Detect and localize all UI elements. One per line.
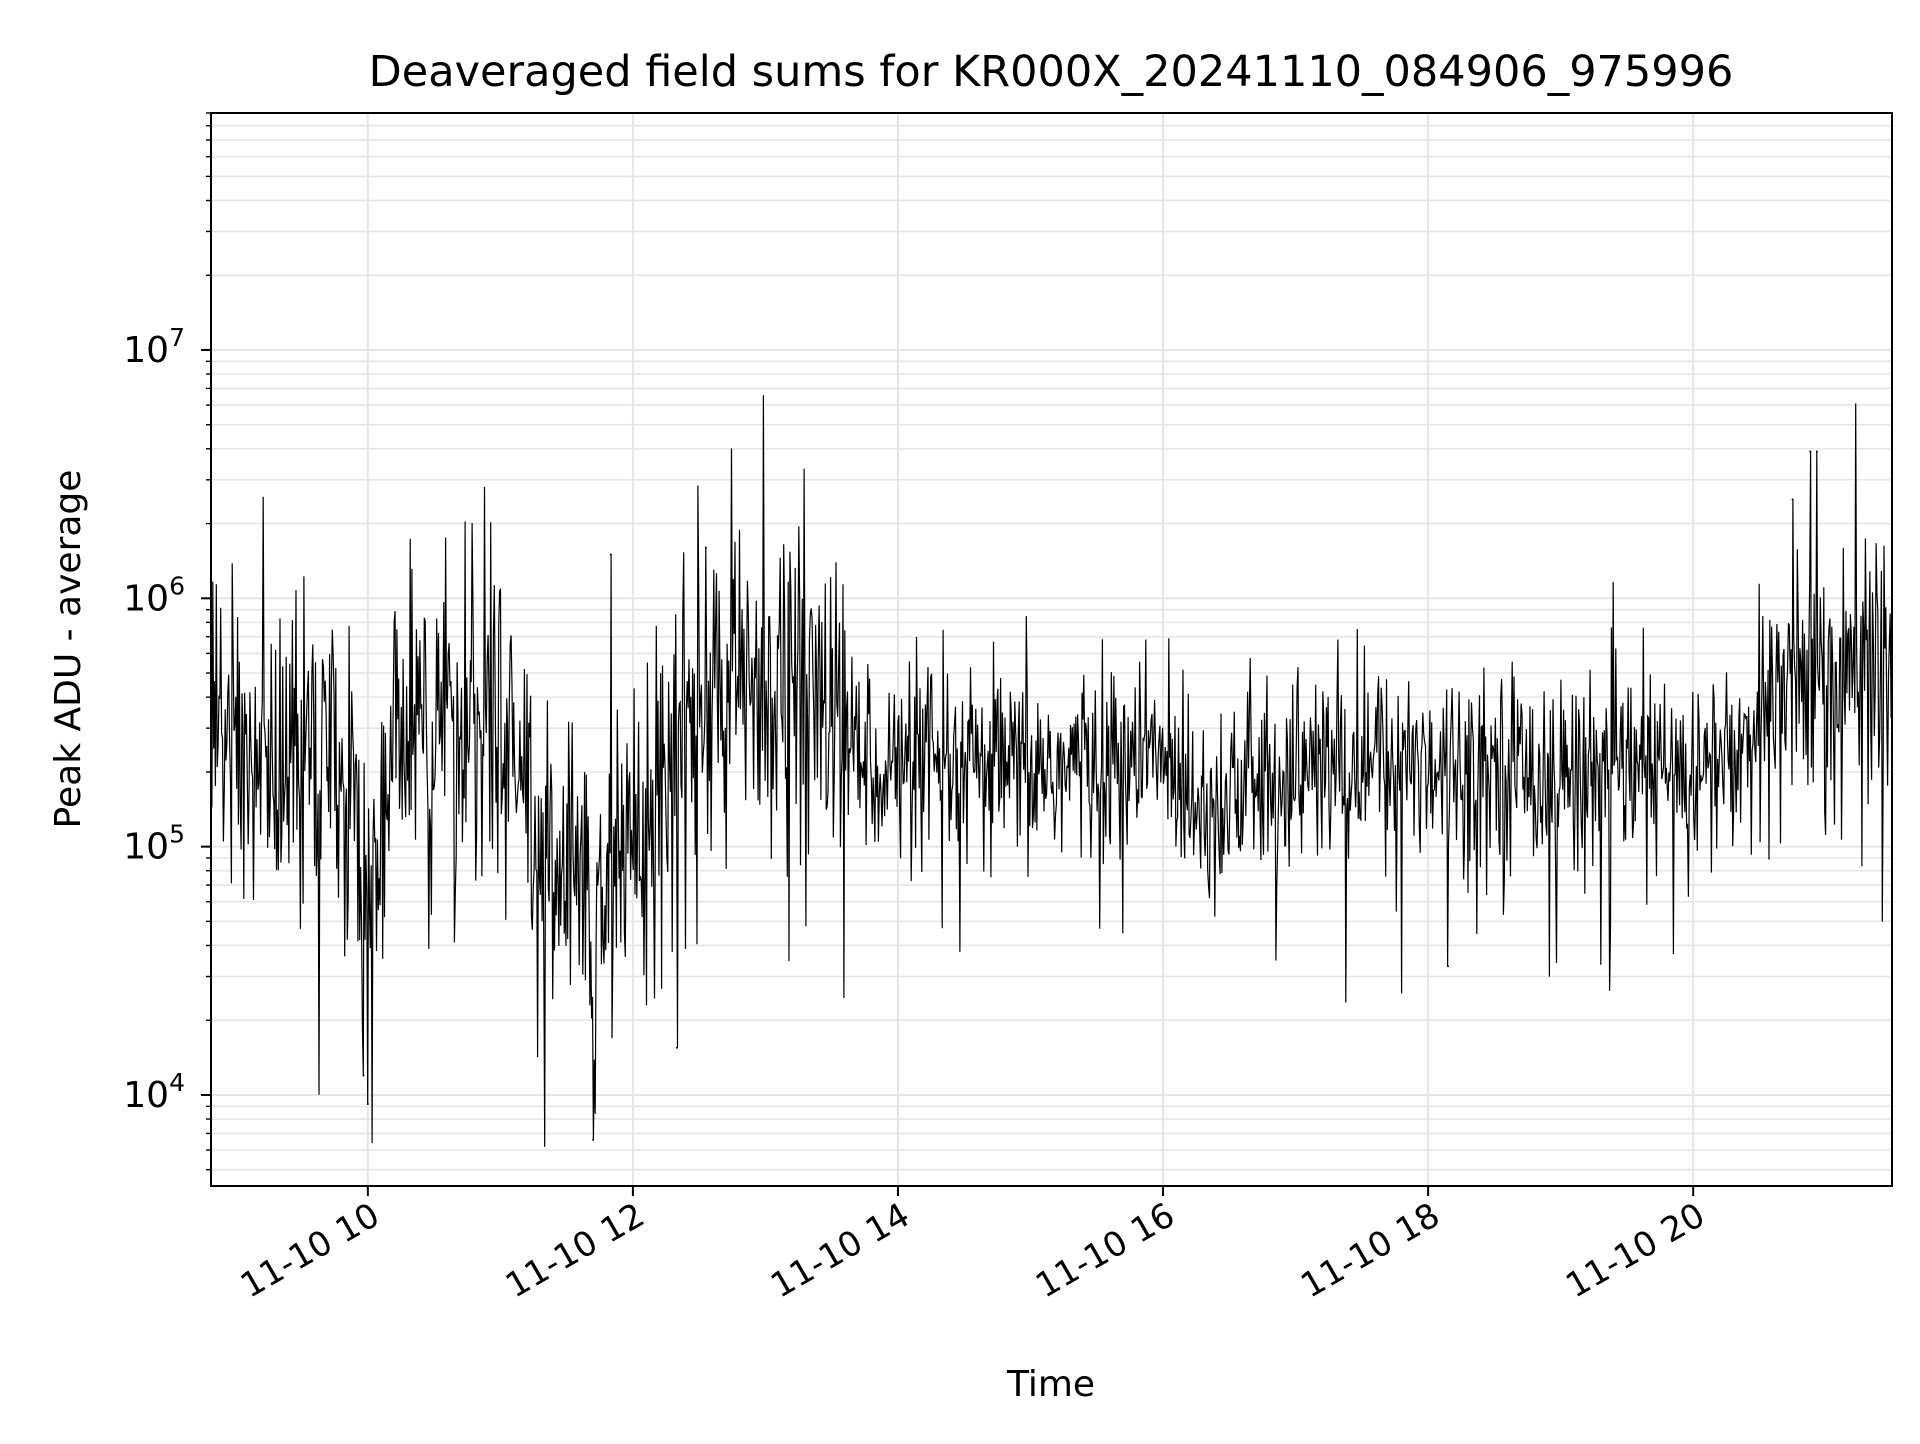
- data-point-extreme: [592, 1138, 595, 1141]
- data-point-extreme: [676, 1046, 679, 1049]
- x-axis-label: Time: [1006, 1364, 1095, 1405]
- data-point-extreme: [609, 553, 612, 556]
- data-point-extreme: [1447, 965, 1450, 968]
- data-point-extreme: [704, 546, 707, 549]
- data-point-extreme: [362, 1074, 365, 1077]
- series-line: [210, 395, 1893, 1147]
- data-point-extreme: [1791, 498, 1794, 501]
- y-tick-label: 104: [123, 1068, 185, 1116]
- data-point-extreme: [1809, 450, 1812, 453]
- data-layer: [210, 395, 1893, 1147]
- data-point-extreme: [366, 1102, 369, 1105]
- y-tick-label: 106: [123, 571, 185, 619]
- y-tick-label: 107: [123, 323, 185, 371]
- data-point-extreme: [1815, 450, 1818, 453]
- plot-area-frame: [210, 112, 1893, 1187]
- y-axis-label: Peak ADU - average: [48, 470, 89, 829]
- y-tick-label: 105: [123, 820, 185, 868]
- chart-title: Deaveraged field sums for KR000X_2024111…: [369, 47, 1734, 97]
